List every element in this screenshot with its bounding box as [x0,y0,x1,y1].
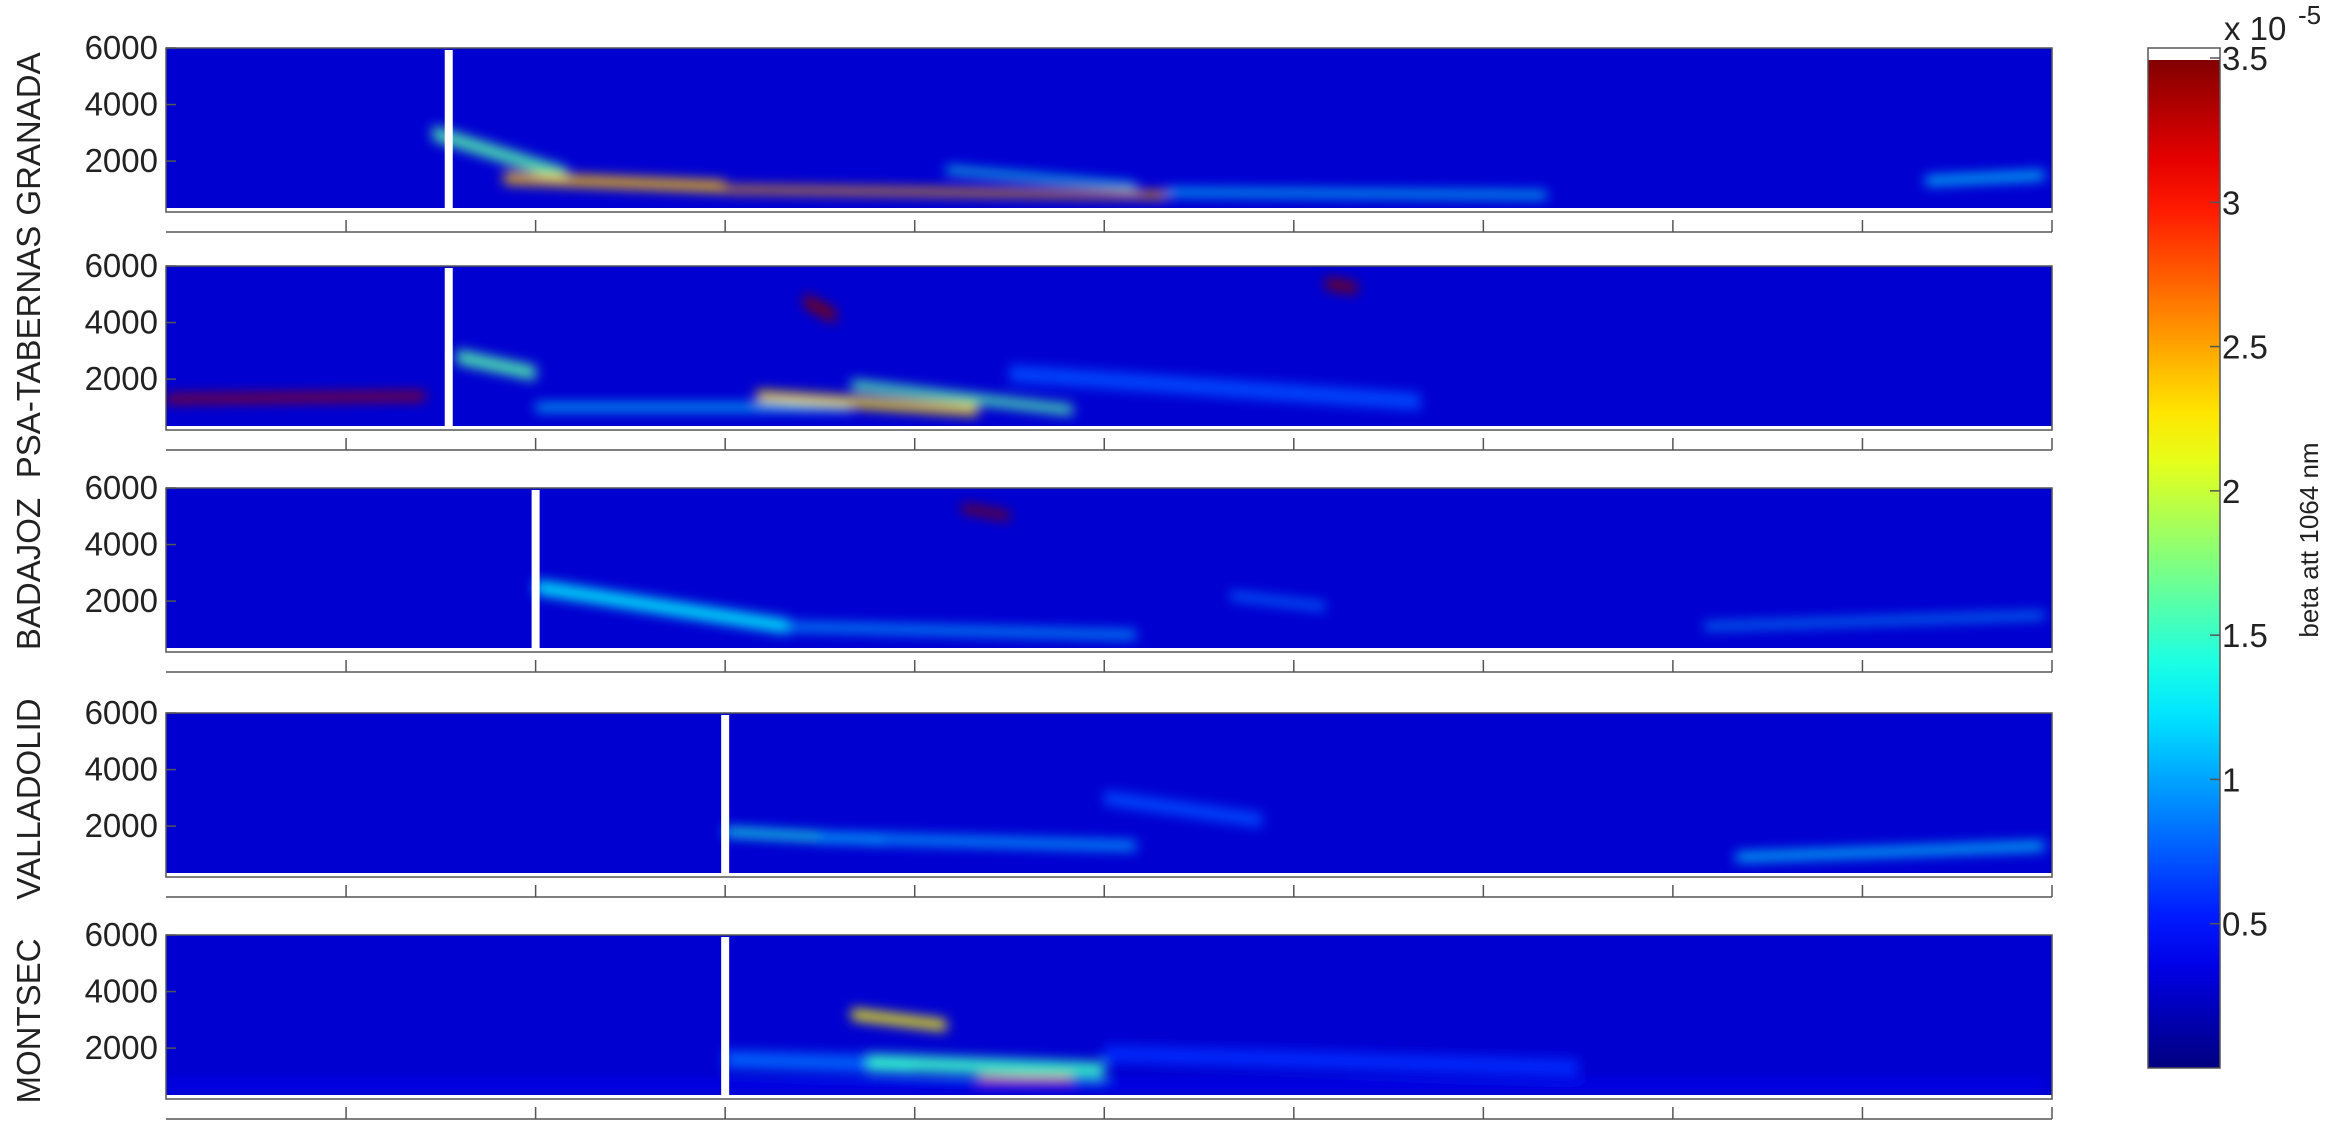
aerosol-layer [1704,612,2045,630]
y-tick-label: 4000 [85,526,158,563]
y-tick-label: 6000 [85,694,158,731]
colorbar-gradient [2148,58,2220,1068]
colorbar-saturation-cap [2148,48,2220,60]
y-tick-label: 2000 [85,142,158,179]
aerosol-layer [1009,364,1421,411]
colorbar-tick-label: 2 [2222,473,2240,510]
dust-arrival-marker [531,490,540,650]
x-tick-label: 24/02 00 [1609,1132,1737,1137]
ground-strip [166,648,2052,652]
y-tick-label: 4000 [85,304,158,341]
y-tick-label: 2000 [85,360,158,397]
y-tick-label: 2000 [85,807,158,844]
colorbar-tick-label: 1 [2222,761,2240,798]
panel-granada: 2000 4000 6000 GRANADA [10,29,2053,233]
aerosol-layer [962,503,1010,521]
y-tick-label: 2000 [85,582,158,619]
panel-badajoz: 2000 4000 6000 BADAJOZ [10,469,2053,673]
aerosol-layer [788,622,1136,640]
colorbar-label: beta att 1064 nm [2294,442,2324,637]
panel-valladolid: 2000 4000 6000 VALLADOLID [10,694,2053,900]
panel-background [166,935,2052,1099]
aerosol-layer [756,390,978,416]
aerosol-layer [946,166,1136,190]
aerosol-layer [166,1081,2045,1088]
panel-frame [165,487,2053,653]
aerosol-layer [504,172,726,193]
aerosol-layer [851,1008,947,1032]
aerosol-layer [1167,189,1547,199]
x-tick-label: 24/02 12 [1798,1132,1926,1137]
aerosol-layer [819,832,1136,851]
y-tick-label: 6000 [85,469,158,506]
aerosol-layer [456,349,536,381]
station-label: BADAJOZ [10,498,47,650]
aerosol-layer [1104,1045,1579,1077]
panel-frame [165,712,2053,878]
x-tick-label: 21/02 00 [471,1132,599,1137]
dust-arrival-marker [721,715,730,875]
dust-arrival-marker [721,937,730,1097]
panel-frame [165,47,2053,213]
station-label: GRANADA [10,52,47,215]
aerosol-layer [851,379,1073,416]
aerosol-layer [1736,841,2045,862]
panel-psa-tabernas: 2000 4000 6000 PSA-TABERNAS [10,226,2053,478]
station-label: PSA-TABERNAS [10,226,47,478]
aerosol-layer [867,1053,1105,1080]
colorbar-tick-label: 1.5 [2222,617,2268,654]
aerosol-layer [1925,171,2045,186]
ground-strip [166,208,2052,212]
x-tick-label: 23/02 12 [1419,1132,1547,1137]
aerosol-layer [432,125,568,183]
station-label: VALLADOLID [10,698,47,899]
colorbar-tick-label: 0.5 [2222,906,2268,943]
dust-arrival-marker [444,268,453,428]
station-label: MONTSEC [10,939,47,1104]
y-tick-label: 4000 [85,751,158,788]
colorbar-tick-label: 3.5 [2222,40,2268,77]
panel-montsec: 2000 4000 6000 MONTSEC [10,916,2053,1120]
y-tick-label: 2000 [85,1029,158,1066]
y-tick-label: 6000 [85,247,158,284]
colorbar-multiplier: x 10 [2224,10,2286,47]
y-tick-label: 4000 [85,973,158,1010]
aerosol-layer [535,579,789,634]
ground-strip [166,426,2052,430]
x-tick-label: 25/02 00 [1988,1132,2116,1137]
y-tick-label: 4000 [85,86,158,123]
colorbar-frame [2147,47,2221,1069]
ground-strip [166,1095,2052,1099]
aerosol-layer [1230,591,1326,611]
x-tick-label: 20/02 12 [282,1132,410,1137]
aerosol-layer [804,292,836,324]
colorbar: 0.5 1 1.5 2 2.5 3 3.5x 10 -5 beta att 1064 nm [2147,0,2324,1069]
panel-frame [165,934,2053,1100]
panel-background [166,266,2052,430]
x-tick-label: 23/02 00 [1230,1132,1358,1137]
y-tick-label: 6000 [85,916,158,953]
aerosol-layer [1104,790,1263,828]
x-tick-label: 22/02 12 [1040,1132,1168,1137]
aerosol-layer [166,391,426,404]
panel-frame [165,265,2053,431]
aerosol-layer [725,185,1168,199]
aerosol-layer [977,1076,1073,1083]
ground-strip [166,873,2052,877]
y-tick-label: 6000 [85,29,158,66]
colorbar-multiplier-exponent: -5 [2298,0,2321,30]
aerosol-layer [1325,277,1357,295]
colorbar-tick-label: 3 [2222,184,2240,221]
station-panels: 2000 4000 6000 GRANADA 2000 4000 6000 PSA-TABER… [10,29,2116,1137]
dust-arrival-marker [444,50,453,210]
x-tick-label: 22/02 00 [850,1132,978,1137]
colorbar-tick-label: 2.5 [2222,329,2268,366]
x-tick-label: 21/02 12 [661,1132,789,1137]
aerosol-layer [535,403,852,411]
